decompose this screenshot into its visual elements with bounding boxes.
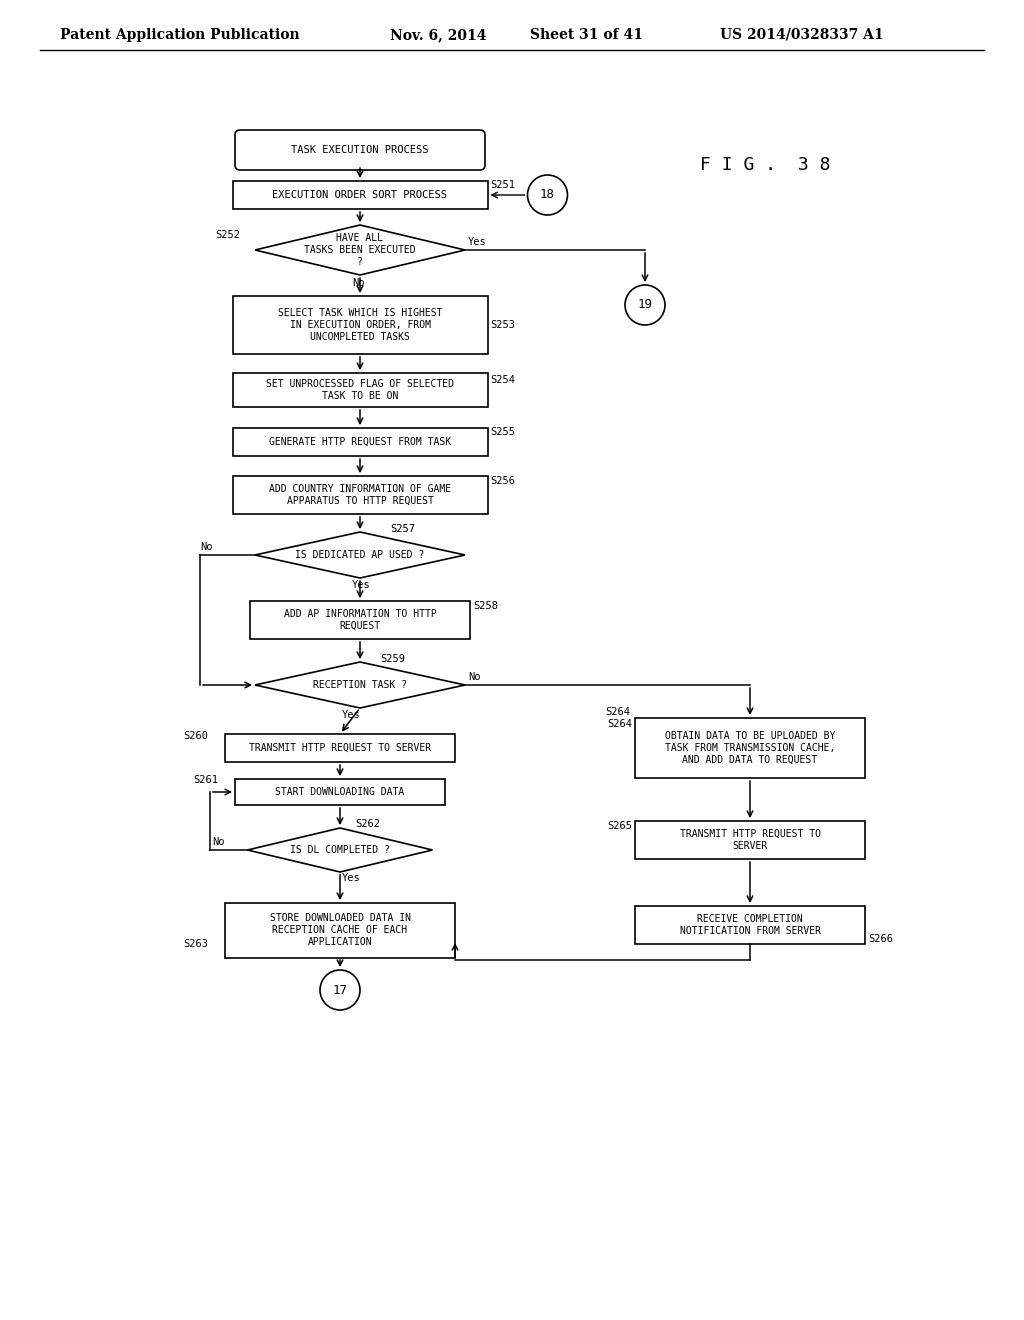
Text: S261: S261 <box>193 775 218 785</box>
Text: IS DEDICATED AP USED ?: IS DEDICATED AP USED ? <box>295 550 425 560</box>
Circle shape <box>625 285 665 325</box>
Text: S252: S252 <box>215 230 240 240</box>
Text: 19: 19 <box>638 298 652 312</box>
Text: SET UNPROCESSED FLAG OF SELECTED
TASK TO BE ON: SET UNPROCESSED FLAG OF SELECTED TASK TO… <box>266 379 454 401</box>
Text: RECEPTION TASK ?: RECEPTION TASK ? <box>313 680 407 690</box>
Text: S257: S257 <box>390 524 415 535</box>
Text: START DOWNLOADING DATA: START DOWNLOADING DATA <box>275 787 404 797</box>
Text: 18: 18 <box>540 189 555 202</box>
Text: HAVE ALL
TASKS BEEN EXECUTED
?: HAVE ALL TASKS BEEN EXECUTED ? <box>304 234 416 267</box>
Bar <box>232 428 487 455</box>
Text: S259: S259 <box>380 653 406 664</box>
Text: Yes: Yes <box>468 238 486 247</box>
Text: S263: S263 <box>183 939 208 949</box>
Bar <box>635 821 865 859</box>
Text: S264: S264 <box>605 708 630 717</box>
Polygon shape <box>255 663 465 708</box>
Polygon shape <box>255 224 465 275</box>
Text: S258: S258 <box>473 601 498 611</box>
Text: No: No <box>468 672 480 682</box>
Text: Nov. 6, 2014: Nov. 6, 2014 <box>390 28 486 42</box>
Text: RECEIVE COMPLETION
NOTIFICATION FROM SERVER: RECEIVE COMPLETION NOTIFICATION FROM SER… <box>680 915 820 936</box>
Bar <box>234 779 445 805</box>
Text: TASK EXECUTION PROCESS: TASK EXECUTION PROCESS <box>291 145 429 154</box>
Bar <box>232 477 487 513</box>
Text: IS DL COMPLETED ?: IS DL COMPLETED ? <box>290 845 390 855</box>
Text: 17: 17 <box>333 983 347 997</box>
Text: S251: S251 <box>490 180 515 190</box>
Text: No: No <box>352 279 365 288</box>
Text: ADD AP INFORMATION TO HTTP
REQUEST: ADD AP INFORMATION TO HTTP REQUEST <box>284 610 436 631</box>
Bar <box>232 181 487 209</box>
Polygon shape <box>255 532 465 578</box>
Text: S262: S262 <box>355 818 380 829</box>
Text: S264: S264 <box>607 719 632 729</box>
Text: Yes: Yes <box>342 710 360 719</box>
Text: Yes: Yes <box>342 873 360 883</box>
Text: S266: S266 <box>868 935 893 944</box>
Text: ADD COUNTRY INFORMATION OF GAME
APPARATUS TO HTTP REQUEST: ADD COUNTRY INFORMATION OF GAME APPARATU… <box>269 484 451 506</box>
Text: S253: S253 <box>490 319 515 330</box>
Text: S256: S256 <box>490 477 515 486</box>
Text: TRANSMIT HTTP REQUEST TO
SERVER: TRANSMIT HTTP REQUEST TO SERVER <box>680 829 820 851</box>
Text: F I G .  3 8: F I G . 3 8 <box>700 156 830 174</box>
Text: US 2014/0328337 A1: US 2014/0328337 A1 <box>720 28 884 42</box>
Bar <box>635 906 865 944</box>
Circle shape <box>319 970 360 1010</box>
Text: No: No <box>212 837 224 847</box>
Bar <box>232 374 487 407</box>
FancyBboxPatch shape <box>234 129 485 170</box>
Bar <box>635 718 865 777</box>
Text: Yes: Yes <box>352 579 371 590</box>
Text: No: No <box>200 543 213 552</box>
Text: STORE DOWNLOADED DATA IN
RECEPTION CACHE OF EACH
APPLICATION: STORE DOWNLOADED DATA IN RECEPTION CACHE… <box>269 913 411 946</box>
Text: S254: S254 <box>490 375 515 385</box>
Polygon shape <box>248 828 432 873</box>
Bar <box>232 296 487 354</box>
Text: S255: S255 <box>490 426 515 437</box>
Text: Patent Application Publication: Patent Application Publication <box>60 28 300 42</box>
Bar <box>225 734 455 762</box>
Text: TRANSMIT HTTP REQUEST TO SERVER: TRANSMIT HTTP REQUEST TO SERVER <box>249 743 431 752</box>
Text: Sheet 31 of 41: Sheet 31 of 41 <box>530 28 643 42</box>
Circle shape <box>527 176 567 215</box>
Text: OBTAIN DATA TO BE UPLOADED BY
TASK FROM TRANSMISSION CACHE,
AND ADD DATA TO REQU: OBTAIN DATA TO BE UPLOADED BY TASK FROM … <box>665 731 836 764</box>
Bar <box>250 601 470 639</box>
Text: SELECT TASK WHICH IS HIGHEST
IN EXECUTION ORDER, FROM
UNCOMPLETED TASKS: SELECT TASK WHICH IS HIGHEST IN EXECUTIO… <box>278 309 442 342</box>
Text: S260: S260 <box>183 731 208 741</box>
Text: GENERATE HTTP REQUEST FROM TASK: GENERATE HTTP REQUEST FROM TASK <box>269 437 451 447</box>
Text: EXECUTION ORDER SORT PROCESS: EXECUTION ORDER SORT PROCESS <box>272 190 447 201</box>
Bar <box>225 903 455 957</box>
Text: S265: S265 <box>607 821 632 832</box>
